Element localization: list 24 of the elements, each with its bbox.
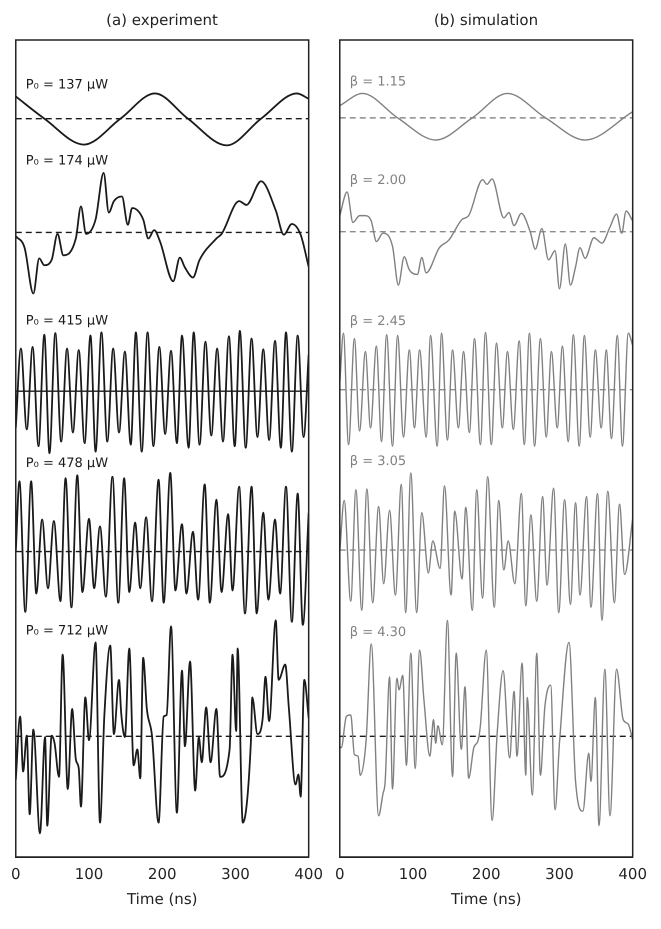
series-label: β = 2.45	[350, 314, 406, 330]
x-tick-label: 200	[472, 864, 501, 883]
x-tick-label: 0	[11, 864, 21, 883]
series-label: P₀ = 174 µW	[26, 154, 108, 169]
x-tick-label: 100	[74, 864, 104, 883]
x-tick-label: 100	[398, 864, 428, 883]
chart-title: (b) simulation	[434, 10, 538, 29]
series-label: β = 2.00	[350, 172, 406, 188]
x-tick-label: 400	[618, 864, 648, 883]
series-label: β = 3.05	[350, 454, 406, 469]
x-tick-label: 300	[221, 864, 250, 883]
chart-title: (a) experiment	[106, 10, 218, 29]
x-tick-label: 400	[294, 864, 324, 883]
series-label: β = 1.15	[350, 74, 406, 90]
series-label: β = 4.30	[350, 624, 406, 640]
x-axis-title: Time (ns)	[450, 890, 522, 908]
series-label: P₀ = 137 µW	[26, 77, 108, 92]
x-axis-title: Time (ns)	[126, 890, 198, 908]
series-label: P₀ = 415 µW	[26, 313, 108, 328]
x-tick-label: 0	[335, 864, 345, 883]
x-tick-label: 200	[148, 864, 177, 883]
x-tick-label: 300	[545, 864, 574, 883]
series-label: P₀ = 478 µW	[26, 456, 108, 472]
series-label: P₀ = 712 µW	[26, 623, 108, 638]
